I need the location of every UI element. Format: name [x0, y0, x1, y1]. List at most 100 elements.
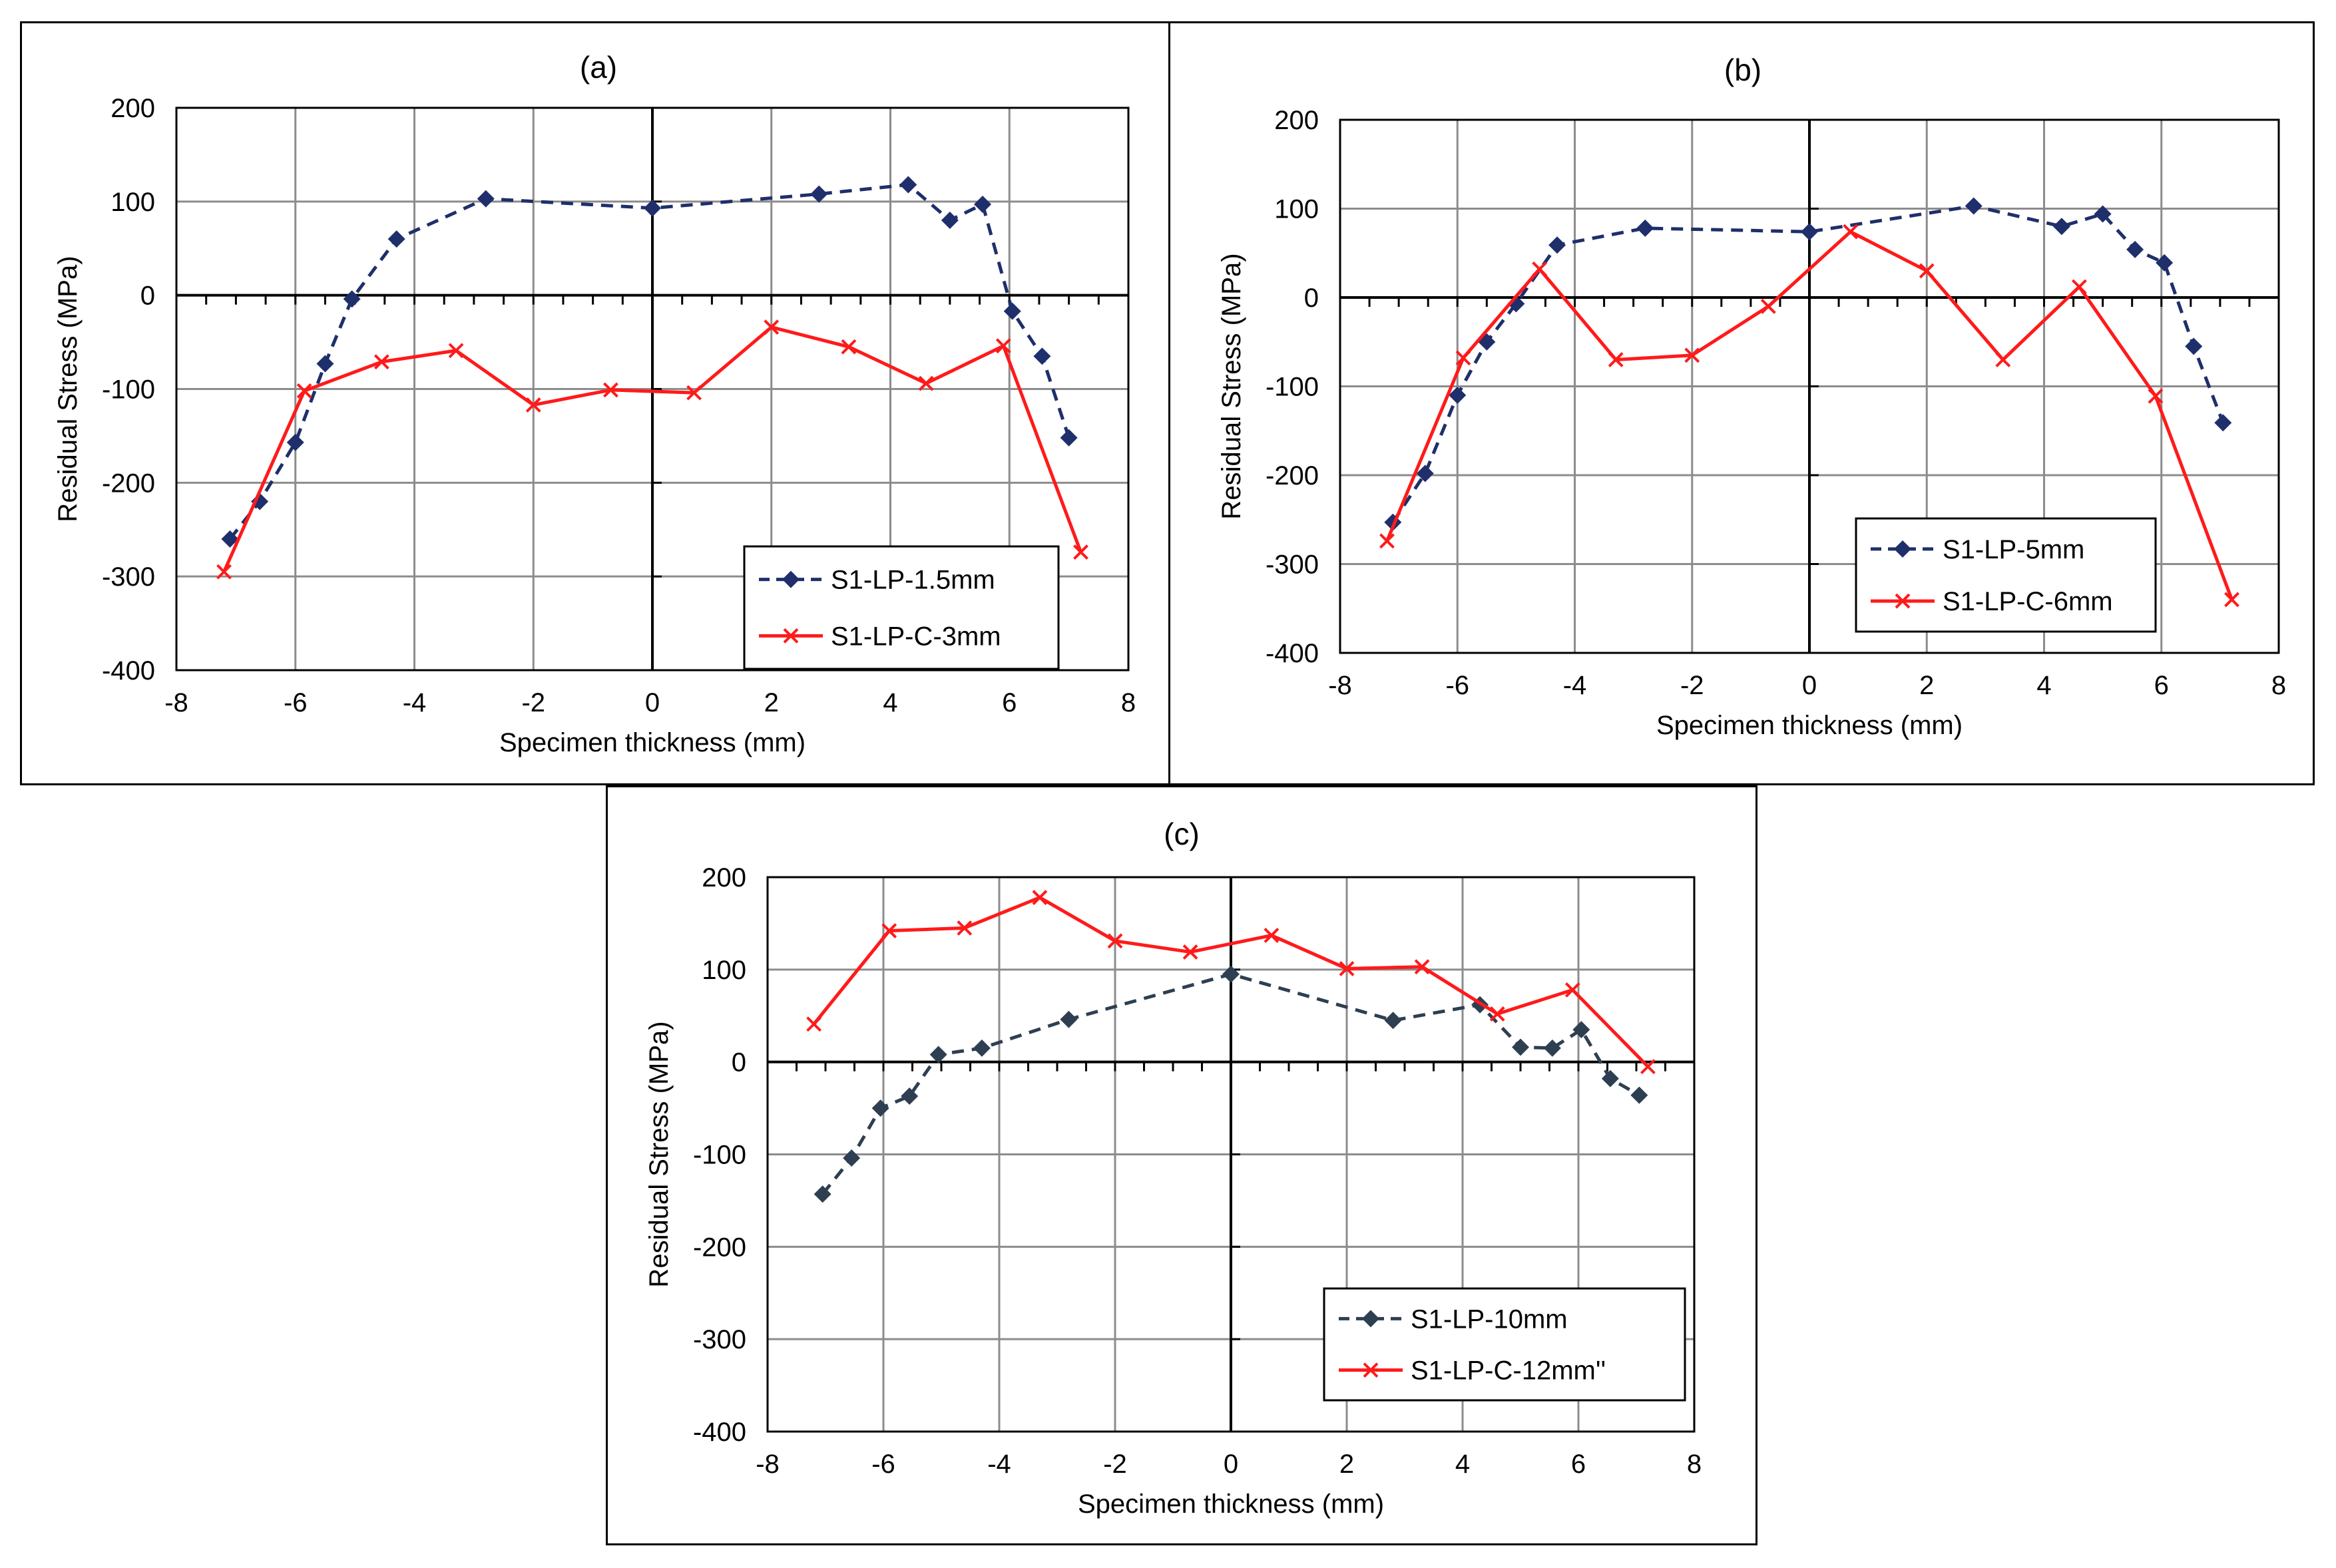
chart-c-y-axis-label: Residual Stress (MPa)	[644, 1021, 674, 1287]
chart-a-series-0-point	[477, 190, 495, 208]
chart-a-series-0-point	[344, 290, 361, 307]
chart-a-series-0-point	[974, 196, 991, 213]
chart-b-x-tick-label: -2	[1680, 671, 1704, 700]
chart-c-series-1-point	[808, 1018, 821, 1031]
chart-a-series-0-point	[1060, 429, 1078, 447]
chart-c-x-tick-label: 8	[1687, 1450, 1702, 1479]
chart-a-x-tick-label: 8	[1121, 688, 1136, 717]
chart-b-x-tick-label: 4	[2036, 671, 2051, 700]
chart-a-x-tick-label: -6	[284, 688, 308, 717]
chart-b-series-0-point	[2053, 218, 2070, 235]
chart-c-svg: (c) -8 -6 -4 -2 0 2 4 6 8 200 100 0 -100 -200 -300 -400 S…	[608, 787, 1755, 1543]
chart-a-legend-label-1: S1-LP-C-3mm	[831, 622, 1001, 651]
chart-c-x-tick-label: -4	[987, 1450, 1011, 1479]
chart-c-y-tick-label: 0	[732, 1048, 746, 1078]
chart-c-x-tick-label: 2	[1339, 1450, 1354, 1479]
chart-a-y-tick-label: -400	[102, 656, 155, 686]
chart-a-x-tick-label: 6	[1002, 688, 1017, 717]
chart-a-y-axis-label: Residual Stress (MPa)	[53, 256, 83, 522]
chart-a-svg: (a) -8 -6 -4 -2 0 2 4 6 8 200 100 0 -100 -200 -300 -400 S…	[22, 23, 1168, 783]
chart-a-series-0-point	[388, 230, 405, 248]
chart-c-x-tick-label: -8	[756, 1450, 780, 1479]
chart-b-legend-label-1: S1-LP-C-6mm	[1943, 587, 2113, 616]
chart-a-y-tick-label: 100	[111, 188, 155, 217]
chart-b-x-tick-label: 0	[1802, 671, 1817, 700]
chart-a-x-tick-label: 4	[883, 688, 897, 717]
chart-b-series-0-point	[1801, 223, 1818, 240]
chart-c-series-0-point	[843, 1149, 860, 1167]
chart-c-title: (c)	[1164, 817, 1200, 851]
chart-c-series-0-point	[872, 1099, 889, 1117]
chart-b-y-tick-label: -300	[1266, 550, 1319, 580]
chart-b-series-1-point	[1761, 299, 1775, 313]
chart-b-series-0-point	[1636, 220, 1654, 237]
chart-b-x-tick-label: 8	[2271, 671, 2286, 700]
chart-c-y-tick-label: -100	[693, 1141, 746, 1170]
chart-c-series-1-point	[1033, 891, 1047, 904]
chart-c-series-0-point	[1602, 1070, 1619, 1087]
chart-c-series-0-point	[1512, 1038, 1529, 1056]
chart-c-x-tick-label: 0	[1224, 1450, 1238, 1479]
chart-a-x-tick-label: -4	[403, 688, 427, 717]
chart-a-series-0-point	[810, 186, 827, 203]
chart-b-x-tick-label: -6	[1445, 671, 1469, 700]
chart-b-series-1-point	[1381, 534, 1394, 548]
chart-c-series-0-point	[1060, 1011, 1077, 1028]
chart-b-series-1-point	[1844, 225, 1857, 238]
chart-c-series-0-point	[1544, 1040, 1561, 1057]
chart-a-y-tick-label: -100	[102, 375, 155, 405]
chart-a-series-0-point	[1004, 303, 1021, 320]
chart-b-y-tick-label: 0	[1304, 284, 1319, 313]
chart-a-y-tick-label: -200	[102, 469, 155, 498]
chart-b-series-0-point	[2185, 337, 2202, 355]
chart-c-series-0-point	[1630, 1087, 1648, 1104]
chart-c-y-tick-label: 100	[702, 956, 746, 985]
chart-panel-a: (a) -8 -6 -4 -2 0 2 4 6 8 200 100 0 -100 -200 -300 -400 S…	[20, 21, 1170, 785]
chart-a-y-tick-label: 0	[140, 282, 155, 311]
chart-a-y-tick-label: 200	[111, 94, 155, 123]
chart-b-series-0-point	[1548, 236, 1566, 254]
chart-c-x-tick-label: -6	[871, 1450, 895, 1479]
chart-a-series-0-point	[899, 176, 917, 193]
chart-a-x-tick-label: 0	[645, 688, 660, 717]
chart-b-series-0-point	[1965, 197, 1983, 214]
chart-b-svg: (b) -8 -6 -4 -2 0 2 4 6 8 200 100 0 -100 -200 -300 -400 S…	[1170, 23, 2313, 783]
chart-b-y-tick-label: -200	[1266, 461, 1319, 490]
chart-b-series-0-point	[2214, 414, 2231, 431]
chart-c-series-0-point	[1572, 1021, 1590, 1038]
chart-a-x-axis-label: Specimen thickness (mm)	[499, 728, 806, 757]
chart-a-y-tick-label: -300	[102, 562, 155, 592]
chart-a-series-0-point	[316, 355, 334, 372]
chart-c-legend: S1-LP-10mm S1-LP-C-12mm''	[1324, 1288, 1685, 1400]
chart-b-x-axis-label: Specimen thickness (mm)	[1656, 711, 1963, 740]
chart-b-y-tick-label: 100	[1274, 195, 1319, 224]
chart-a-legend-label-0: S1-LP-1.5mm	[831, 566, 995, 595]
chart-b-y-tick-label: 200	[1274, 106, 1319, 135]
chart-c-y-tick-label: -400	[693, 1418, 746, 1447]
chart-c-series-0-point	[1385, 1012, 1402, 1029]
chart-b-x-tick-label: 2	[1919, 671, 1934, 700]
chart-b-series-1-point	[1533, 262, 1546, 276]
chart-a-x-tick-label: -8	[164, 688, 188, 717]
chart-c-y-tick-label: -200	[693, 1233, 746, 1262]
chart-b-legend: S1-LP-5mm S1-LP-C-6mm	[1856, 518, 2156, 632]
chart-b-y-tick-label: -400	[1266, 639, 1319, 668]
chart-c-x-tick-label: -2	[1103, 1450, 1127, 1479]
chart-a-series-0-point	[287, 434, 304, 451]
chart-b-x-tick-label: -8	[1328, 671, 1352, 700]
chart-a-x-tick-label: -2	[521, 688, 545, 717]
chart-panel-c: (c) -8 -6 -4 -2 0 2 4 6 8 200 100 0 -100 -200 -300 -400 S…	[606, 785, 1757, 1545]
chart-a-x-tick-label: 2	[764, 688, 779, 717]
chart-b-series-1-point	[1457, 351, 1470, 365]
chart-c-series-0-point	[1222, 966, 1240, 983]
chart-a-title: (a)	[580, 50, 617, 85]
chart-b-x-tick-label: -4	[1563, 671, 1587, 700]
chart-a-series-0-point	[941, 212, 959, 229]
chart-b-title: (b)	[1724, 53, 1761, 87]
chart-b-series-0-point	[2126, 241, 2144, 258]
chart-c-series-0-point	[973, 1040, 991, 1057]
chart-panel-b: (b) -8 -6 -4 -2 0 2 4 6 8 200 100 0 -100 -200 -300 -400 S…	[1168, 21, 2315, 785]
chart-b-y-axis-label: Residual Stress (MPa)	[1217, 253, 1246, 519]
chart-c-x-tick-label: 6	[1571, 1450, 1586, 1479]
chart-c-x-tick-label: 4	[1455, 1450, 1470, 1479]
